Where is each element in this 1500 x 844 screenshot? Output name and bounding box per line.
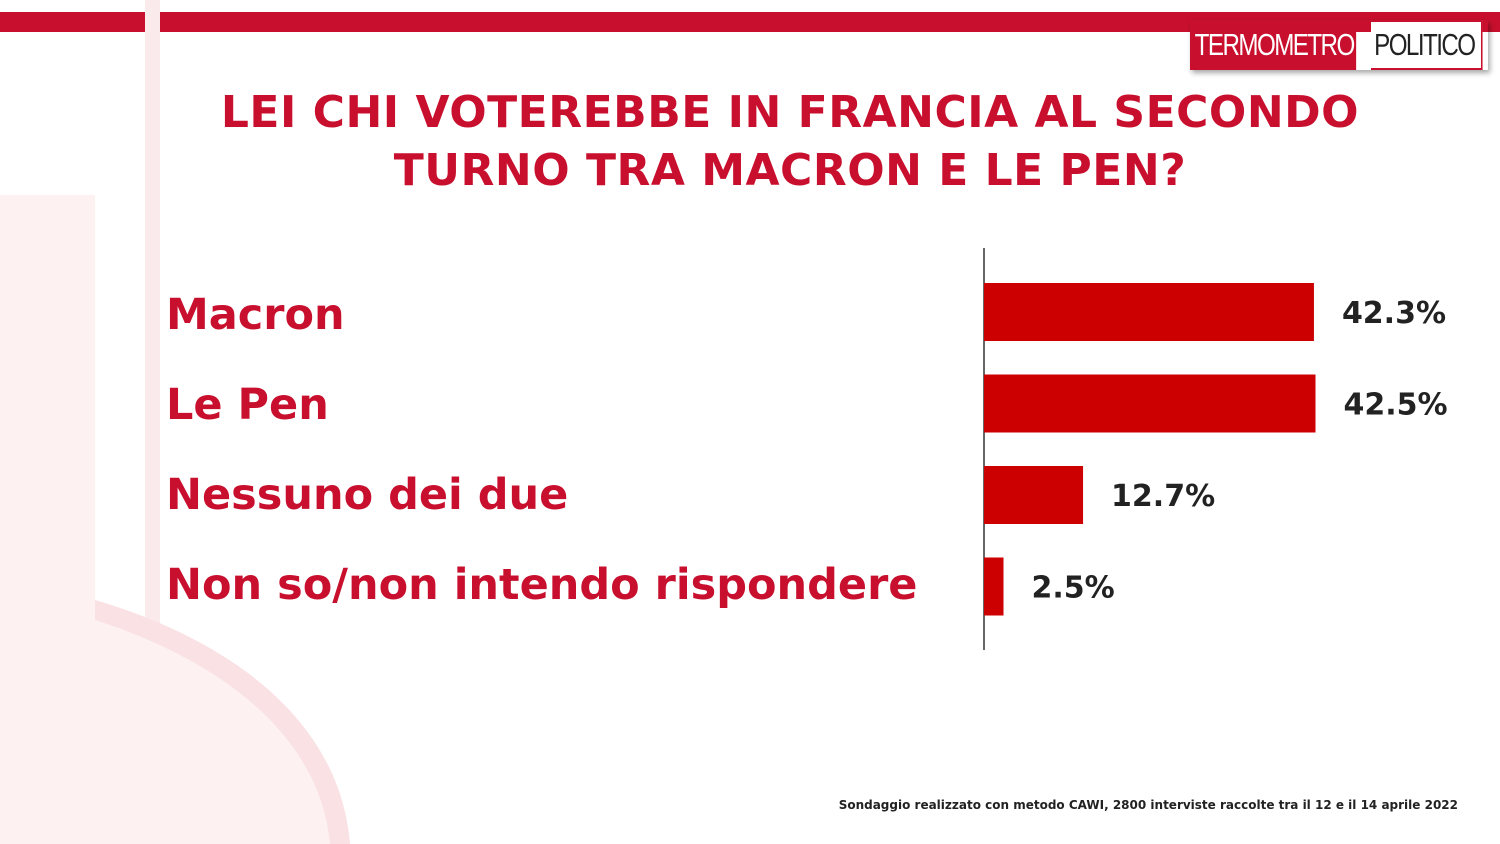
value-label-non-so: 2.5%	[1032, 571, 1115, 606]
bar-nessuno	[984, 466, 1084, 524]
logo-part-termometro: TERMOMETRO	[1190, 20, 1357, 70]
category-label-non-so: Non so/non intendo rispondere	[166, 560, 918, 610]
value-label-le-pen: 42.5%	[1344, 388, 1448, 423]
chart-title: LEI CHI VOTEREBBE IN FRANCIA AL SECONDO …	[150, 84, 1430, 200]
bar-le-pen	[984, 374, 1316, 433]
title-line-1: LEI CHI VOTEREBBE IN FRANCIA AL SECONDO	[220, 87, 1360, 138]
logo-part-politico: POLITICO	[1370, 20, 1483, 70]
footnote: Sondaggio realizzato con metodo CAWI, 28…	[838, 798, 1458, 812]
brand-logo: TERMOMETRO POLITICO	[1190, 20, 1488, 70]
category-label-macron: Macron	[166, 290, 345, 340]
category-label-nessuno: Nessuno dei due	[166, 470, 569, 520]
top-accent-bar	[0, 12, 1500, 32]
bar-non-so	[984, 557, 1004, 616]
value-label-nessuno: 12.7%	[1111, 479, 1215, 514]
bar-macron	[984, 283, 1314, 341]
title-line-2: TURNO TRA MACRON E LE PEN?	[393, 145, 1187, 196]
value-label-macron: 42.3%	[1342, 296, 1446, 331]
category-label-le-pen: Le Pen	[166, 380, 329, 430]
